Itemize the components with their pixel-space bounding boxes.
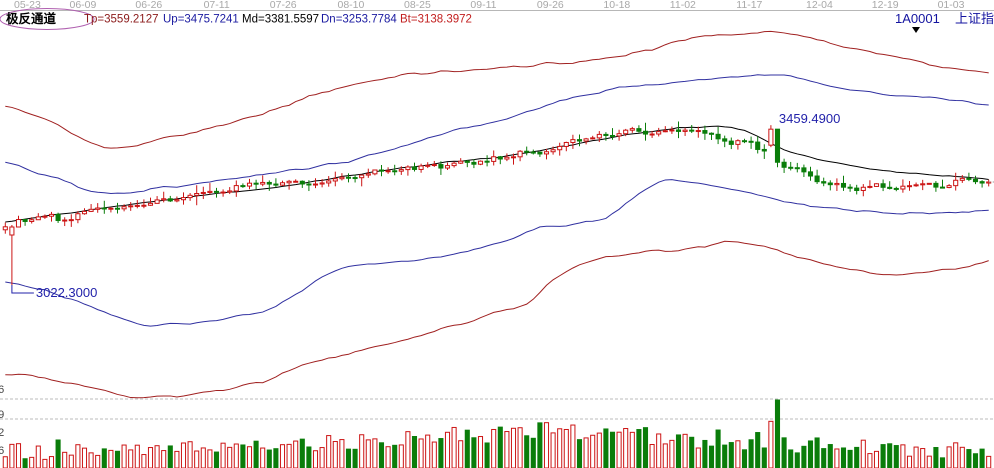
svg-text:96: 96 [0, 445, 4, 457]
svg-text:08-10: 08-10 [338, 0, 365, 11]
svg-text:08-25: 08-25 [404, 0, 431, 11]
svg-text:07-26: 07-26 [270, 0, 297, 11]
svg-text:Bt=3138.3972: Bt=3138.3972 [400, 13, 472, 25]
svg-text:3459.4900: 3459.4900 [779, 111, 840, 126]
svg-text:89: 89 [0, 409, 4, 421]
svg-text:09-11: 09-11 [470, 0, 496, 11]
svg-text:07-11: 07-11 [204, 0, 230, 11]
svg-text:06-26: 06-26 [135, 0, 162, 11]
svg-text:09-26: 09-26 [537, 0, 564, 11]
svg-text:极反通道: 极反通道 [6, 11, 57, 26]
svg-text:Up=3475.7241: Up=3475.7241 [163, 13, 239, 25]
svg-text:Tp=3559.2127: Tp=3559.2127 [84, 13, 159, 25]
svg-text:10-18: 10-18 [603, 0, 630, 11]
svg-text:92: 92 [0, 427, 4, 439]
svg-text:96: 96 [0, 384, 4, 396]
svg-text:11-02: 11-02 [670, 0, 696, 11]
svg-text:1A0001: 1A0001 [895, 11, 940, 26]
svg-text:12-04: 12-04 [806, 0, 833, 11]
svg-text:Dn=3253.7784: Dn=3253.7784 [321, 13, 397, 25]
svg-text:上证指数: 上证指数 [955, 11, 994, 26]
svg-text:3022.3000: 3022.3000 [36, 285, 97, 300]
svg-text:Md=3381.5597: Md=3381.5597 [242, 13, 319, 25]
svg-text:11-17: 11-17 [736, 0, 762, 11]
svg-text:01-03: 01-03 [938, 0, 965, 11]
svg-text:12-19: 12-19 [872, 0, 899, 11]
svg-text:06-09: 06-09 [70, 0, 97, 11]
